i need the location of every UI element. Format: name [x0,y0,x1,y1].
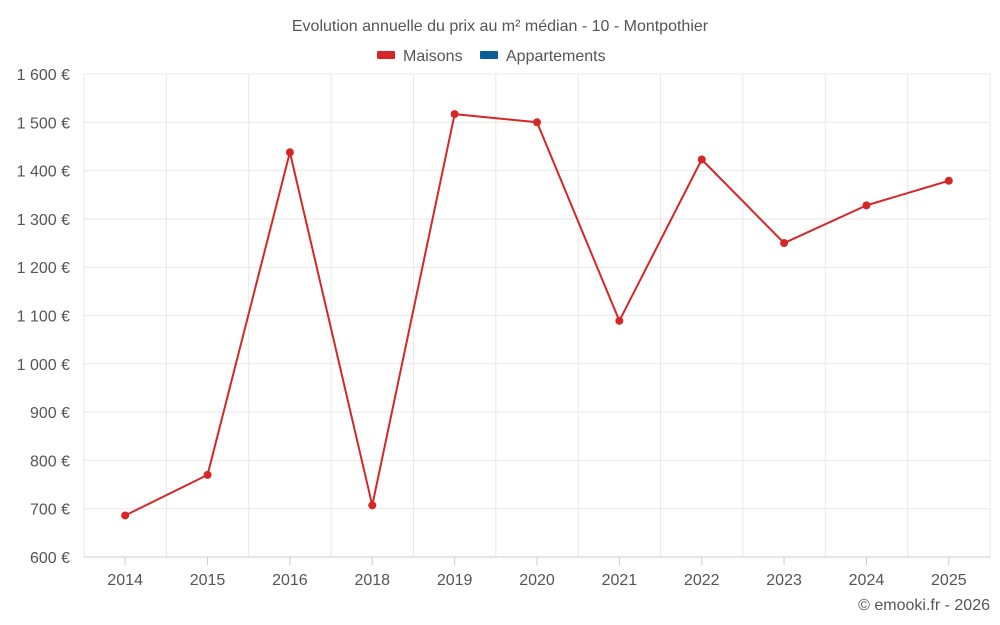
x-tick-label: 2023 [766,572,802,589]
y-tick-label: 1 400 € [17,164,70,181]
y-tick-label: 1 500 € [17,115,70,132]
legend-item-maisons[interactable]: Maisons [377,48,463,65]
y-axis: 600 € 700 € 800 € 900 € 1 000 € 1 100 € 1 200 … [17,67,70,567]
y-tick-label: 1 200 € [17,260,70,277]
legend-item-appartements[interactable]: Appartements [480,48,606,65]
x-axis: 2014 2015 2016 2018 2019 2020 2021 2022 2023 2024… [84,556,990,589]
legend-label-appartements: Appartements [506,48,606,65]
data-point[interactable] [862,201,871,210]
y-tick-label: 700 € [30,502,70,519]
y-tick-label: 900 € [30,405,70,422]
data-point[interactable] [203,470,212,479]
x-tick-label: 2022 [684,572,720,589]
data-point[interactable] [533,118,541,127]
series-layer [121,110,953,520]
y-tick-label: 1 100 € [17,309,70,326]
data-point[interactable] [697,155,706,164]
data-point[interactable] [615,316,624,325]
x-tick-label: 2018 [354,572,390,589]
x-tick-label: 2016 [272,572,308,589]
legend-swatch-maisons [377,51,395,59]
y-tick-label: 1 300 € [17,212,70,229]
y-tick-label: 600 € [30,550,70,567]
x-tick-label: 2024 [849,572,885,589]
y-tick-label: 1 000 € [17,357,70,374]
y-tick-label: 800 € [30,453,70,470]
chart-title: Evolution annuelle du prix au m² médian … [292,18,709,35]
x-tick-label: 2021 [602,572,638,589]
credit-text: © emooki.fr - 2026 [858,597,990,614]
data-point[interactable] [944,176,953,185]
data-point[interactable] [450,110,459,119]
legend-label-maisons: Maisons [403,48,463,65]
y-tick-label: 1 600 € [17,67,70,84]
data-point[interactable] [121,511,130,520]
legend[interactable]: Maisons Appartements [377,48,606,65]
data-point[interactable] [780,239,789,248]
data-point[interactable] [368,501,377,510]
x-tick-label: 2020 [519,572,555,589]
x-tick-label: 2014 [107,572,143,589]
x-tick-label: 2015 [190,572,226,589]
x-tick-label: 2019 [437,572,473,589]
grid-lines [83,73,991,557]
data-point[interactable] [285,148,294,157]
x-tick-label: 2025 [931,572,967,589]
legend-swatch-appartements [480,51,498,59]
